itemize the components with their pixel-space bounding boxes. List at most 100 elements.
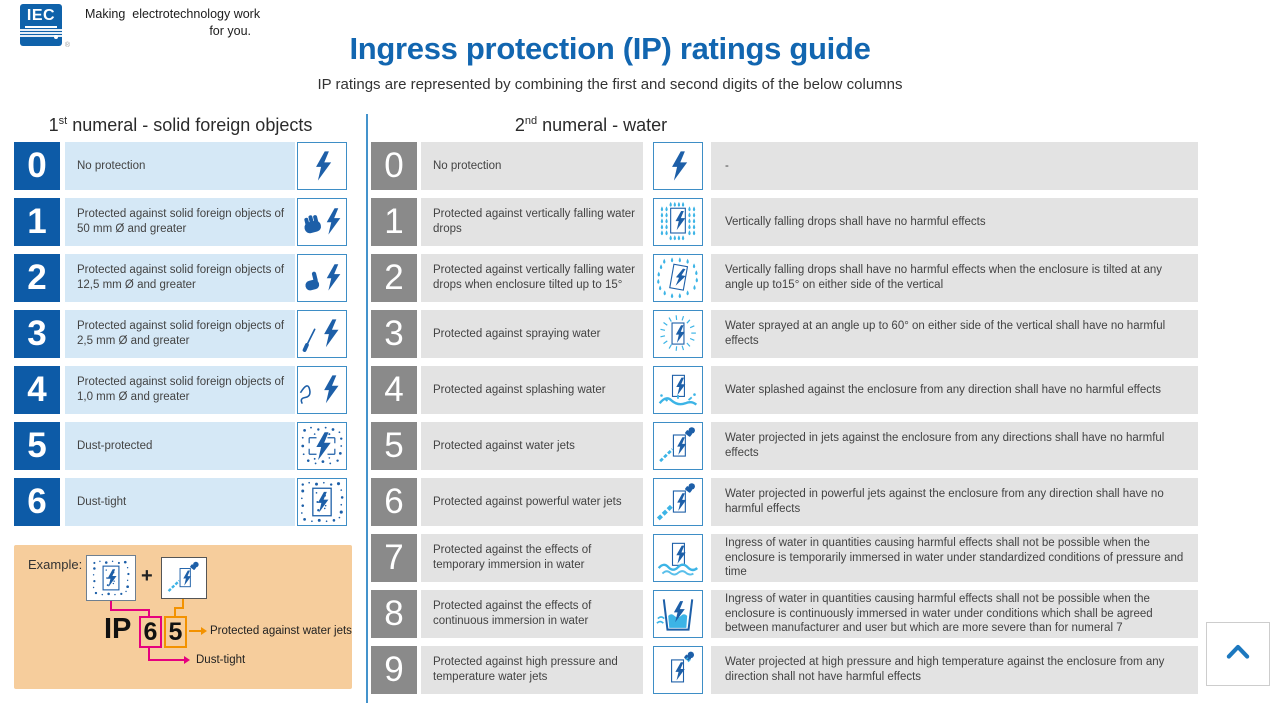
water-jet-icon [161,557,207,599]
water-row-8: 8 Protected against the effects of contin… [371,590,1198,638]
protection-label: No protection [421,142,643,190]
tagline-line2: for you. [209,23,251,38]
numeral-badge: 1 [14,198,60,246]
iec-logo-stripes [20,29,62,37]
orange-connector [174,607,176,616]
magenta-arrowhead [184,656,190,664]
first-digit-meaning: Dust-tight [196,654,246,666]
bolt-icon [297,142,347,190]
numeral-badge: 7 [371,534,417,582]
magenta-connector [148,648,150,661]
protection-label: Protected against solid foreign objects … [65,254,295,302]
protection-label: Dust-tight [65,478,295,526]
orange-connector [189,630,201,632]
dust-tight-icon [297,478,347,526]
numeral-badge: 2 [371,254,417,302]
water-row-9: 9 Protected against high pressure and tem… [371,646,1198,694]
effect-description: Water projected in jets against the encl… [711,422,1198,470]
effect-description: Vertically falling drops shall have no h… [711,254,1198,302]
protection-label: Protected against splashing water [421,366,643,414]
effect-description: Ingress of water in quantities causing h… [711,590,1198,638]
protection-label: Protected against the effects of tempora… [421,534,643,582]
protection-label: Protected against solid foreign objects … [65,366,295,414]
effect-description: Water sprayed at an angle up to 60° on e… [711,310,1198,358]
iec-logo-dot [53,34,58,39]
protection-label: No protection [65,142,295,190]
knuckle-bolt-icon [297,254,347,302]
protection-label: Protected against solid foreign objects … [65,310,295,358]
protection-label: Protected against spraying water [421,310,643,358]
water-row-3: 3 Protected against spraying water Water s… [371,310,1198,358]
iec-tagline: Making electrotechnology work for you. [85,6,260,40]
protection-label: Dust-protected [65,422,295,470]
numeral-badge: 2 [14,254,60,302]
solid-row-5: 5 Dust-protected [14,422,347,470]
hand-bolt-icon [297,198,347,246]
orange-arrowhead [201,627,207,635]
iec-logo: IEC ® [20,4,70,49]
example-second-digit: 5 [164,616,187,648]
solid-row-0: 0 No protection [14,142,347,190]
splashing-water-icon [653,366,703,414]
tilted-drip-icon [653,254,703,302]
water-row-2: 2 Protected against vertically falling wa… [371,254,1198,302]
tagline-line1: Making electrotechnology work [85,7,261,21]
numeral-badge: 4 [371,366,417,414]
wire-bolt-icon [297,366,347,414]
protection-label: Protected against powerful water jets [421,478,643,526]
example-label: Example: [28,557,83,572]
spraying-water-icon [653,310,703,358]
protection-label: Protected against solid foreign objects … [65,198,295,246]
orange-connector [174,607,184,609]
ip-prefix: IP [104,613,132,645]
solid-row-6: 6 Dust-tight [14,478,347,526]
continuous-immersion-icon [653,590,703,638]
second-digit-meaning: Protected against water jets [210,625,352,637]
effect-description: - [711,142,1198,190]
solid-row-3: 3 Protected against solid foreign objects… [14,310,347,358]
water-row-6: 6 Protected against powerful water jets Wa… [371,478,1198,526]
page-subtitle: IP ratings are represented by combining … [317,76,903,93]
numeral-badge: 1 [371,198,417,246]
water-bolt-icon [653,142,703,190]
numeral-badge: 3 [371,310,417,358]
protection-label: Protected against vertically falling wat… [421,254,643,302]
column-divider [366,114,368,703]
water-row-4: 4 Protected against splashing water Water … [371,366,1198,414]
protection-label: Protected against vertically falling wat… [421,198,643,246]
numeral-badge: 0 [371,142,417,190]
effect-description: Ingress of water in quantities causing h… [711,534,1198,582]
effect-description: Water projected at high pressure and hig… [711,646,1198,694]
water-row-7: 7 Protected against the effects of tempor… [371,534,1198,582]
example-first-digit: 6 [139,616,162,648]
water-jet-icon [653,422,703,470]
powerful-jet-icon [653,478,703,526]
high-pressure-jet-icon [653,646,703,694]
effect-description: Water projected in powerful jets against… [711,478,1198,526]
water-row-0: 0 No protection - [371,142,1198,190]
magenta-connector [148,609,150,616]
water-column-heading: 2nd numeral - water [514,115,668,135]
protection-label: Protected against the effects of continu… [421,590,643,638]
numeral-badge: 6 [14,478,60,526]
solid-column-heading: 1st numeral - solid foreign objects [48,115,313,135]
numeral-badge: 8 [371,590,417,638]
water-row-5: 5 Protected against water jets Water proje… [371,422,1198,470]
numeral-badge: 9 [371,646,417,694]
dust-protected-icon [297,422,347,470]
tool-bolt-icon [297,310,347,358]
numeral-badge: 6 [371,478,417,526]
effect-description: Water splashed against the enclosure fro… [711,366,1198,414]
water-row-1: 1 Protected against vertically falling wa… [371,198,1198,246]
registered-mark: ® [64,42,70,49]
numeral-badge: 0 [14,142,60,190]
page-title: Ingress protection (IP) ratings guide [349,31,871,66]
numeral-badge: 4 [14,366,60,414]
protection-label: Protected against high pressure and temp… [421,646,643,694]
orange-connector [182,599,184,609]
magenta-connector [110,601,112,611]
chevron-up-icon [1216,630,1260,679]
effect-description: Vertically falling drops shall have no h… [711,198,1198,246]
scroll-to-top-button[interactable] [1206,622,1270,686]
